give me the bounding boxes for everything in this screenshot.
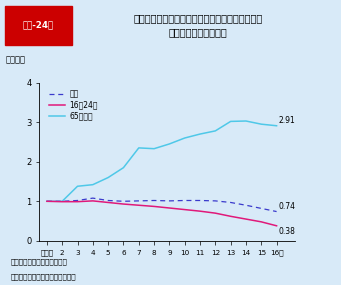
- Legend: 総数, 16～24歳, 65歳以上: 総数, 16～24歳, 65歳以上: [46, 86, 101, 123]
- Text: 第１-24図: 第１-24図: [23, 21, 54, 29]
- Text: 2.91: 2.91: [279, 115, 296, 125]
- Text: 0.74: 0.74: [279, 202, 296, 211]
- FancyBboxPatch shape: [5, 6, 72, 45]
- Text: ２　平成元年を１とした指数: ２ 平成元年を１とした指数: [10, 274, 76, 280]
- Text: 自動車（第１当事者）運転者の若者・高齢者別死
亡事故発生件数の推移: 自動車（第１当事者）運転者の若者・高齢者別死 亡事故発生件数の推移: [133, 13, 263, 37]
- Text: 0.38: 0.38: [279, 227, 296, 236]
- Text: （指数）: （指数）: [5, 55, 25, 64]
- Text: 注　１　警察庁資料による。: 注 １ 警察庁資料による。: [10, 258, 67, 264]
